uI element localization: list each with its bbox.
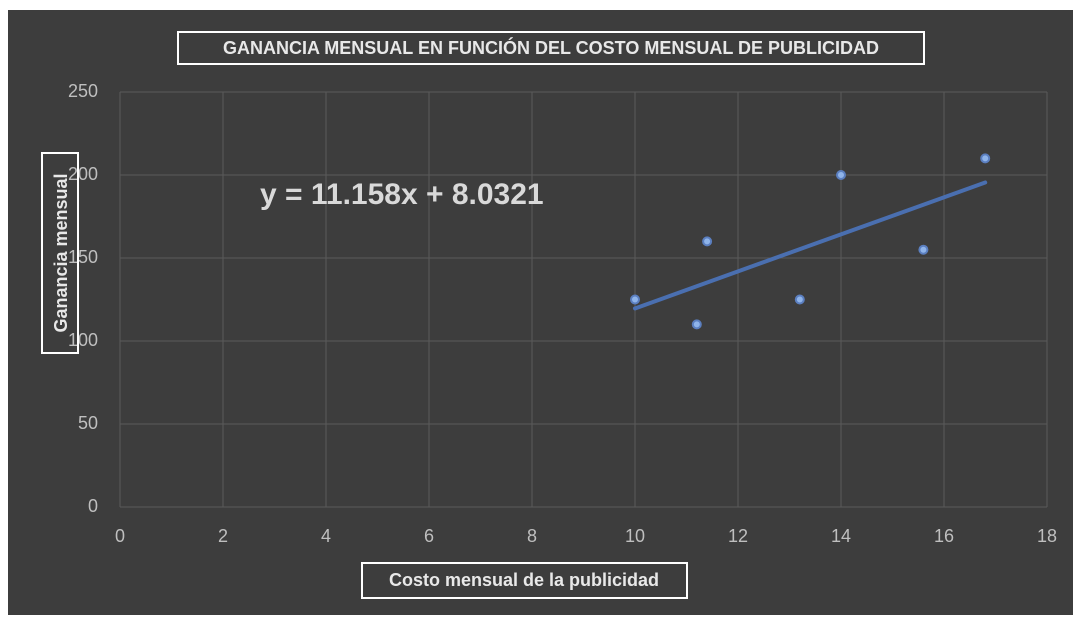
x-tick-label: 14: [831, 526, 851, 546]
x-tick-label: 4: [321, 526, 331, 546]
trendline: [633, 180, 988, 311]
scatter-point: [836, 170, 846, 180]
scatter-point: [702, 236, 713, 247]
y-tick-label: 200: [68, 164, 98, 184]
trendline-equation: y = 11.158x + 8.0321: [260, 178, 544, 211]
y-tick-label: 0: [88, 496, 98, 516]
scatter-point: [980, 153, 991, 164]
chart-background: [8, 10, 1073, 615]
title-box: [177, 31, 925, 65]
grid: 0 50 100 150 200 250 0 2 4 6 8 10 12 14 16 18: [68, 81, 1057, 546]
x-axis-label: Costo mensual de la publicidad: [389, 570, 659, 590]
x-tick-label: 16: [934, 526, 954, 546]
marks: [630, 153, 991, 330]
x-tick-label: 12: [728, 526, 748, 546]
y-axis-label: Ganancia mensual: [51, 173, 71, 332]
y-tick-label: 100: [68, 330, 98, 350]
x-label-box: [361, 562, 688, 599]
y-label-box: [41, 152, 79, 354]
chart-title: GANANCIA MENSUAL EN FUNCIÓN DEL COSTO ME…: [223, 37, 879, 58]
x-tick-label: 8: [527, 526, 537, 546]
x-tick-label: 6: [424, 526, 434, 546]
scatter-point: [918, 244, 929, 255]
x-tick-label: 10: [625, 526, 645, 546]
x-tick-label: 18: [1037, 526, 1057, 546]
y-tick-label: 250: [68, 81, 98, 101]
y-tick-label: 50: [78, 413, 98, 433]
x-tick-label: 0: [115, 526, 125, 546]
scatter-point: [794, 294, 805, 305]
scatter-point: [691, 319, 702, 330]
x-tick-label: 2: [218, 526, 228, 546]
y-tick-label: 150: [68, 247, 98, 267]
scatter-point: [630, 294, 640, 305]
